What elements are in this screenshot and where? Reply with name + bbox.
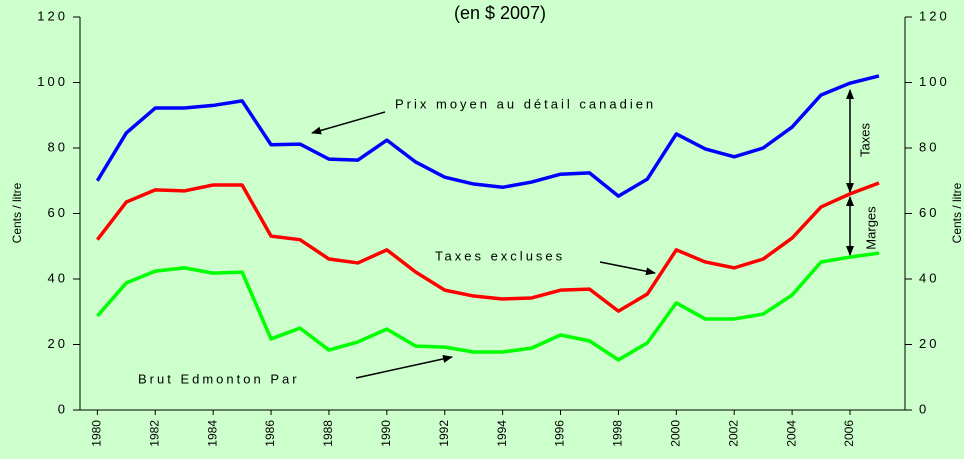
y2-tick-label: 100 bbox=[919, 74, 950, 89]
y-axis-label: Cents / litre bbox=[10, 182, 24, 243]
x-tick-label: 1984 bbox=[205, 420, 219, 447]
y2-tick-label: 40 bbox=[919, 270, 939, 285]
series-annotation: Prix moyen au détail canadien bbox=[395, 96, 656, 111]
y-tick-label: 40 bbox=[48, 270, 68, 285]
y2-tick-label: 80 bbox=[919, 139, 939, 154]
x-tick-label: 1990 bbox=[379, 420, 393, 447]
y2-tick-label: 60 bbox=[919, 205, 939, 220]
y-tick-label: 60 bbox=[48, 205, 68, 220]
y-tick-label: 80 bbox=[48, 139, 68, 154]
y-tick-label: 100 bbox=[37, 74, 68, 89]
x-tick-label: 1986 bbox=[263, 420, 277, 447]
line-series bbox=[95, 181, 880, 313]
annotation-arrow bbox=[599, 261, 656, 276]
y-tick-label: 0 bbox=[58, 401, 68, 416]
x-tick-label: 1980 bbox=[90, 420, 104, 447]
x-tick-label: 2000 bbox=[668, 420, 682, 447]
y2-axis-label: Cents / litre bbox=[950, 182, 964, 243]
x-tick-label: 2002 bbox=[726, 420, 740, 447]
y2-tick-label: 0 bbox=[919, 401, 929, 416]
x-tick-label: 2006 bbox=[842, 420, 856, 447]
x-tick-label: 1998 bbox=[611, 420, 625, 447]
x-tick-label: 1994 bbox=[495, 420, 509, 447]
annotation-arrow bbox=[311, 111, 386, 135]
y2-tick-label: 120 bbox=[919, 8, 950, 23]
line-series bbox=[96, 251, 880, 362]
chart-title: (en $ 2007) bbox=[454, 3, 546, 23]
x-tick-label: 1992 bbox=[437, 420, 451, 447]
y-tick-label: 120 bbox=[37, 8, 68, 23]
annotation: Marges bbox=[863, 206, 878, 250]
line-series bbox=[95, 74, 880, 198]
x-tick-label: 1988 bbox=[321, 420, 335, 447]
y2-tick-label: 20 bbox=[919, 336, 939, 351]
series-annotation: Brut Edmonton Par bbox=[138, 371, 300, 386]
y-tick-label: 20 bbox=[48, 336, 68, 351]
x-tick-label: 1996 bbox=[553, 420, 567, 447]
annotation: Taxes bbox=[857, 123, 872, 157]
x-tick-label: 1982 bbox=[147, 420, 161, 447]
series-annotation: Taxes excluses bbox=[435, 248, 565, 263]
x-tick-label: 2004 bbox=[784, 420, 798, 447]
annotation-arrow bbox=[355, 355, 453, 379]
